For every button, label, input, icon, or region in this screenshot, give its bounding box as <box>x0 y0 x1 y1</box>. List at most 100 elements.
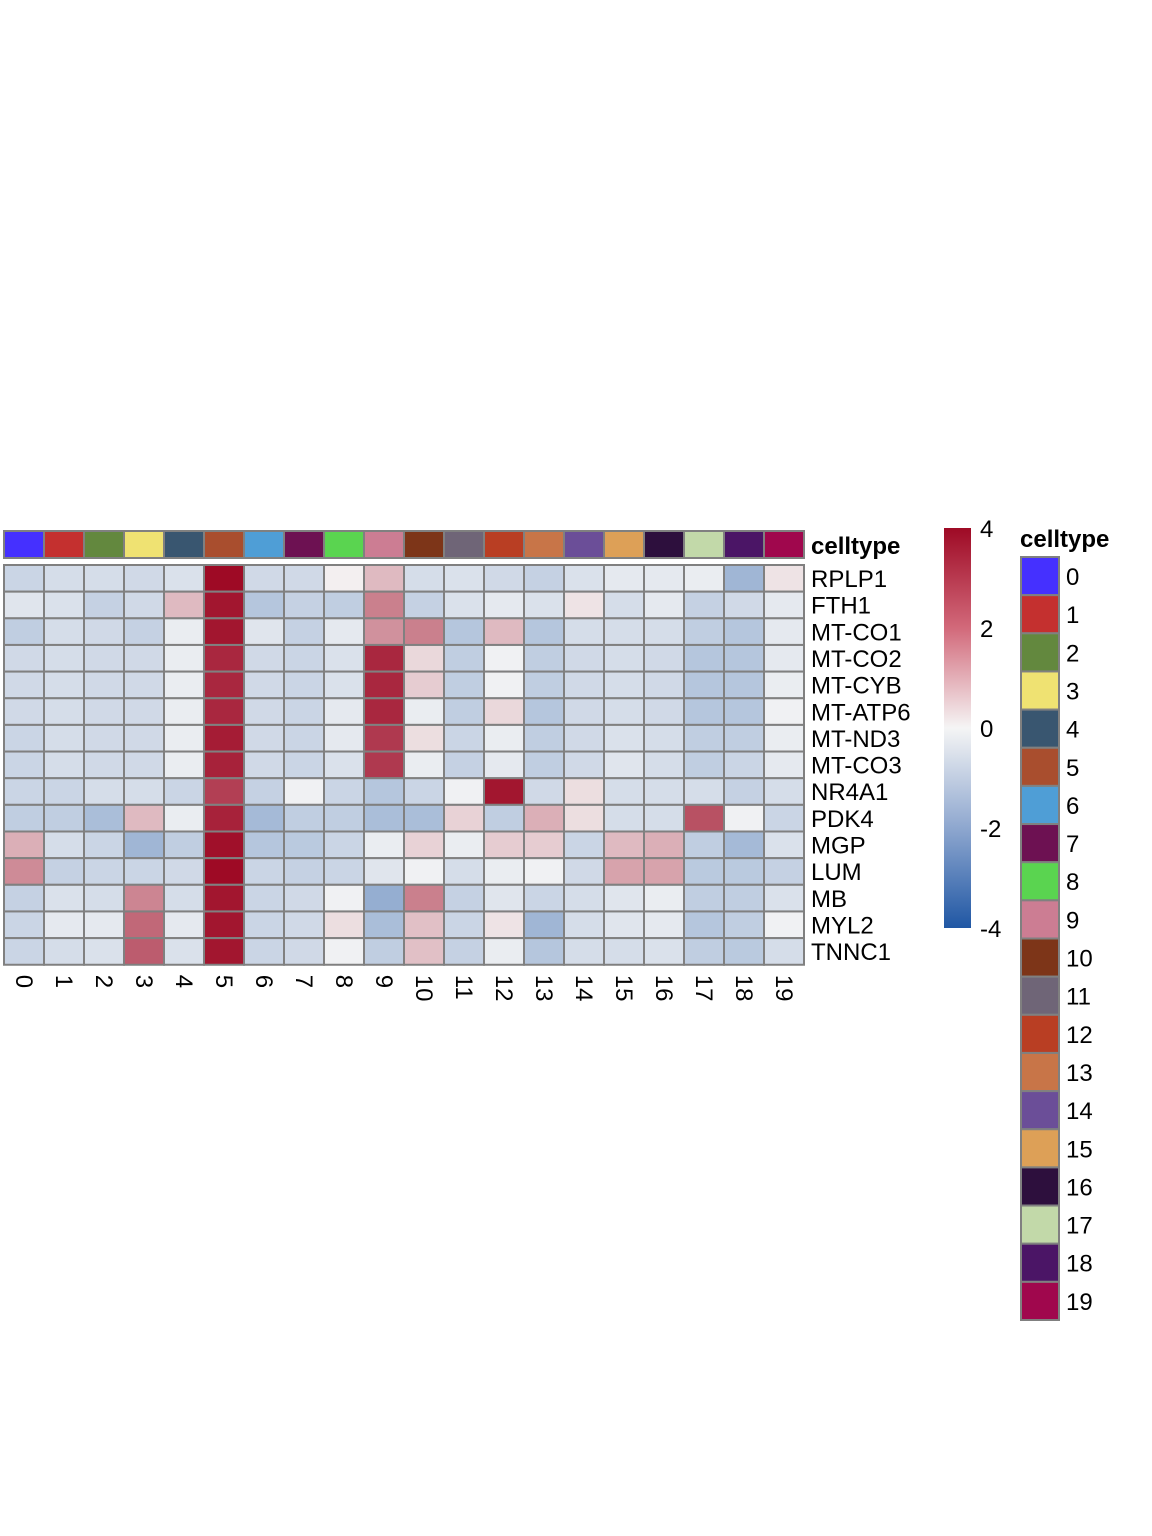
heatmap-cell <box>363 564 405 593</box>
heatmap-cell <box>163 590 205 620</box>
heatmap-cell <box>203 590 245 620</box>
annotation-cell <box>723 530 765 559</box>
legend-swatch <box>1020 1242 1060 1283</box>
heatmap-cell <box>483 803 525 833</box>
gene-label: LUM <box>811 859 862 886</box>
cluster-label: 10 <box>410 975 437 1002</box>
heatmap-cell <box>403 803 445 833</box>
heatmap-cell <box>643 723 685 753</box>
heatmap-cell <box>483 617 525 646</box>
legend-label: 10 <box>1066 946 1093 973</box>
annotation-cell <box>203 530 245 559</box>
heatmap-cell <box>723 777 765 806</box>
heatmap-cell <box>203 564 245 593</box>
heatmap-cell <box>283 723 325 753</box>
heatmap-cell <box>523 803 565 833</box>
scale-tick-label: -4 <box>980 916 1001 943</box>
heatmap-cell <box>83 937 125 966</box>
heatmap-cell <box>723 910 765 940</box>
heatmap-cell <box>3 883 45 913</box>
heatmap-cell <box>683 830 725 860</box>
heatmap-cell <box>643 617 685 646</box>
heatmap-cell <box>123 750 165 780</box>
heatmap-cell <box>603 564 645 593</box>
heatmap-cell <box>163 777 205 806</box>
heatmap-cell <box>243 883 285 913</box>
heatmap-cell <box>123 937 165 966</box>
heatmap-cell <box>203 723 245 753</box>
heatmap-cell <box>403 590 445 620</box>
heatmap-cell <box>83 590 125 620</box>
heatmap-cell <box>43 750 85 780</box>
legend-label: 4 <box>1066 717 1079 744</box>
scale-tick-label: 0 <box>980 716 993 743</box>
heatmap-cell <box>363 723 405 753</box>
heatmap-cell <box>563 590 605 620</box>
heatmap-cell <box>83 857 125 886</box>
legend-label: 5 <box>1066 755 1079 782</box>
annotation-cell <box>163 530 205 559</box>
heatmap-cell <box>643 830 685 860</box>
heatmap-cell <box>683 590 725 620</box>
scale-tick-label: 4 <box>980 516 993 543</box>
heatmap-cell <box>83 617 125 646</box>
heatmap-cell <box>723 857 765 886</box>
legend-label: 11 <box>1066 984 1091 1011</box>
heatmap-cell <box>683 937 725 966</box>
legend-label: 12 <box>1066 1022 1093 1049</box>
scale-tick-label: -2 <box>980 816 1001 843</box>
cluster-label: 4 <box>170 975 197 988</box>
heatmap-cell <box>563 910 605 940</box>
heatmap-cell <box>683 857 725 886</box>
cluster-labels: 0 1 2 3 4 5 6 7 8 9 10 11 12 13 14 15 16 17 18 19 <box>10 975 797 1002</box>
heatmap-cell <box>683 803 725 833</box>
heatmap-cell <box>523 910 565 940</box>
heatmap-cell <box>323 590 365 620</box>
heatmap-cell <box>323 643 365 673</box>
heatmap-cell <box>243 937 285 966</box>
heatmap-cell <box>563 857 605 886</box>
heatmap-cell <box>243 643 285 673</box>
heatmap-cell <box>363 857 405 886</box>
heatmap-cell <box>603 750 645 780</box>
heatmap-cell <box>403 617 445 646</box>
annotation-cell <box>443 530 485 559</box>
heatmap-cell <box>603 803 645 833</box>
annotation-cell <box>43 530 85 559</box>
annotation-cell <box>403 530 445 559</box>
heatmap-cell <box>723 723 765 753</box>
heatmap-cell <box>203 857 245 886</box>
heatmap-cell <box>563 617 605 646</box>
heatmap-cell <box>163 910 205 940</box>
annotation-title: celltype <box>811 533 900 560</box>
gene-label: MT-ND3 <box>811 726 900 753</box>
heatmap-cell <box>363 697 405 726</box>
annotation-cell <box>83 530 125 559</box>
heatmap-cell <box>483 670 525 700</box>
heatmap-cell <box>123 723 165 753</box>
heatmap-cell <box>323 803 365 833</box>
heatmap-cell <box>643 857 685 886</box>
heatmap-cell <box>283 883 325 913</box>
heatmap-cell <box>523 883 565 913</box>
legend-label: 19 <box>1066 1289 1093 1316</box>
heatmap-cell <box>203 830 245 860</box>
cluster-label: 7 <box>290 975 317 988</box>
heatmap-cell <box>523 857 565 886</box>
heatmap-cell <box>283 697 325 726</box>
heatmap-cell <box>483 777 525 806</box>
heatmap-cell <box>243 857 285 886</box>
heatmap-cell <box>483 564 525 593</box>
heatmap-cell <box>163 670 205 700</box>
heatmap-cell <box>43 670 85 700</box>
legend-swatch <box>1020 784 1060 826</box>
heatmap-cell <box>123 697 165 726</box>
heatmap-cell <box>483 723 525 753</box>
heatmap-cell <box>723 937 765 966</box>
heatmap-cell <box>723 564 765 593</box>
cluster-label: 17 <box>690 975 717 1002</box>
legend-label: 6 <box>1066 793 1079 820</box>
heatmap-cell <box>323 777 365 806</box>
heatmap-cell <box>683 617 725 646</box>
legend-swatch <box>1020 670 1060 711</box>
